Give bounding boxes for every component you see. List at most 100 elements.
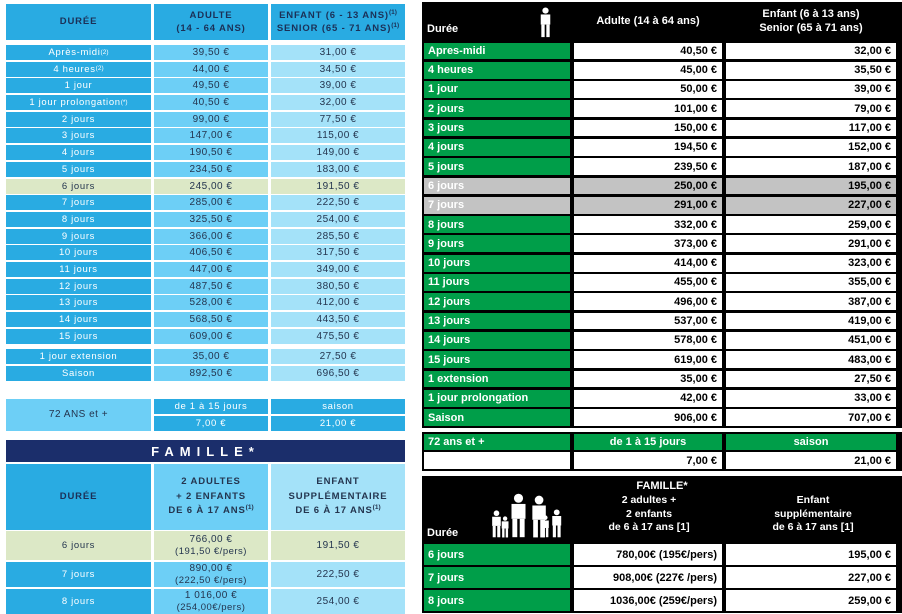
duration-cell: 11 jours: [6, 261, 151, 277]
child-price-cell-text: 77,50 €: [319, 113, 357, 125]
duration-cell: 6 jours: [6, 178, 151, 194]
duration-cell: 5 jours: [424, 158, 570, 176]
child-price-cell: 412,00 €: [271, 295, 405, 311]
famille-title: FAMILLE*: [151, 443, 260, 459]
right-senior-72-block: 72 ans et + de 1 à 15 jours saison 7,00 …: [422, 432, 902, 471]
table-row: 12 jours 496,00 € 387,00 €: [424, 293, 900, 311]
table-row: 2 jours 101,00 € 79,00 €: [424, 100, 900, 118]
adult-price-cell-text: 619,00 €: [674, 353, 717, 366]
child-price-cell-text: 475,50 €: [316, 330, 360, 342]
adult-price-cell: 455,00 €: [574, 274, 722, 291]
duration-cell-text: 11 jours: [428, 276, 470, 289]
senior-season-price-cell: 21,00 €: [271, 415, 405, 431]
child-price-cell-text: 32,00 €: [854, 44, 891, 57]
famille-price-cell-text: 1036,00€ (259€/pers): [609, 594, 717, 607]
child-price-cell-text: 285,50 €: [316, 230, 360, 242]
duration-cell-text: 7 jours: [428, 571, 465, 584]
famille-price-cell-text: 890,00 €: [189, 562, 233, 574]
duration-cell: 8 jours: [6, 211, 151, 227]
header-line: ADULTE: [189, 9, 233, 21]
adult-price-cell-text: 35,00 €: [680, 372, 717, 385]
duration-cell: 6 jours: [424, 544, 570, 565]
child-price-cell-text: 187,00 €: [848, 160, 891, 173]
header-text: DE 6 À 17 ANS: [168, 505, 246, 517]
child-price-cell-text: 483,00 €: [848, 353, 891, 366]
famille-price-cell: 1036,00€ (259€/pers): [574, 590, 722, 611]
child-price-cell-text: 222,50 €: [316, 197, 360, 209]
header-line: 2 adultes +: [621, 494, 677, 506]
duration-cell-text: Apres-midi: [428, 44, 486, 57]
senior-days-header: de 1 à 15 jours: [174, 401, 248, 412]
duration-cell-text: 12 jours: [428, 295, 471, 308]
duration-cell: 8 jours: [6, 589, 151, 614]
duration-cell-text: 14 jours: [428, 334, 471, 347]
child-price-cell-text: 152,00 €: [848, 141, 891, 154]
duration-cell-text: 15 jours: [428, 353, 471, 366]
adult-price-cell: 892,50 €: [154, 365, 268, 381]
duration-cell: 2 jours: [424, 100, 570, 118]
child-price-cell: 39,00 €: [271, 78, 405, 94]
duration-cell-text: 2 jours: [428, 102, 465, 115]
right-adult-header-cell: Adulte (14 à 64 ans): [574, 4, 722, 40]
child-price-cell-text: 27,50 €: [854, 372, 891, 385]
extra-child-price-cell: 254,00 €: [271, 589, 405, 614]
famille-price-cell-text: 766,00 €: [189, 533, 233, 545]
duration-cell-text: 8 jours: [61, 596, 96, 607]
child-price-cell-text: 451,00 €: [848, 334, 891, 347]
adult-price-cell: 619,00 €: [574, 351, 722, 369]
senior-days-price-cell: 7,00 €: [154, 415, 268, 431]
duration-cell: 4 jours: [424, 138, 570, 156]
adult-price-cell-text: 42,00 €: [680, 392, 717, 405]
child-price-cell-text: 32,00 €: [319, 97, 357, 109]
left-price-table: DURÉE ADULTE (14 - 64 ANS) ENFANT (6 - 1…: [6, 4, 405, 614]
duration-cell: 9 jours: [6, 228, 151, 244]
adult-price-cell: 528,00 €: [154, 295, 268, 311]
duration-cell-text: 14 jours: [58, 314, 99, 325]
header-text: SENIOR (65 - 71 ANS): [276, 23, 392, 34]
duration-cell: 13 jours: [424, 312, 570, 330]
duration-cell: 11 jours: [424, 274, 570, 291]
adult-price-cell-text: 45,00 €: [680, 64, 717, 77]
right-senior-empty-cell: [424, 452, 570, 469]
header-text: ENFANT (6 - 13 ANS): [279, 9, 389, 21]
child-price-cell-text: 191,50 €: [316, 180, 360, 192]
child-price-cell: 222,50 €: [271, 195, 405, 211]
table-row: 5 jours 234,50 € 183,00 €: [6, 161, 405, 177]
per-person-price: (254,00€/pers): [176, 601, 246, 613]
duration-cell-text: 5 jours: [428, 160, 465, 173]
child-price-cell-text: 183,00 €: [316, 163, 360, 175]
adult-price-cell: 150,00 €: [574, 119, 722, 137]
header-line: 2 enfants: [625, 507, 673, 520]
famille-row: 8 jours 1036,00€ (259€/pers) 259,00 €: [424, 590, 900, 611]
child-price-cell: 39,00 €: [726, 81, 896, 98]
duration-cell: 1 jour: [6, 78, 151, 94]
child-price-cell: 117,00 €: [726, 119, 896, 137]
right-famille-extra-child-header: Enfant supplémentaire de 6 à 17 ans [1]: [728, 494, 898, 535]
child-price-cell-text: 323,00 €: [848, 257, 891, 270]
duration-cell: 6 jours: [6, 531, 151, 560]
duration-cell: 10 jours: [6, 245, 151, 261]
duration-cell: 2 jours: [6, 111, 151, 127]
adult-price-cell-text: 150,00 €: [674, 122, 717, 135]
child-price-cell-text: 149,00 €: [316, 147, 360, 159]
adult-price-cell: 49,50 €: [154, 78, 268, 94]
adult-price-cell-text: 40,50 €: [192, 97, 230, 109]
header-line: ENFANT (6 - 13 ANS)(1): [279, 9, 397, 22]
child-price-cell-text: 254,00 €: [316, 213, 360, 225]
right-senior-value-row: 7,00 € 21,00 €: [424, 452, 900, 469]
table-row: 10 jours 414,00 € 323,00 €: [424, 254, 900, 272]
adult-price-cell: 147,00 €: [154, 128, 268, 144]
adult-price-cell-text: 285,00 €: [189, 197, 233, 209]
adult-price-cell-text: 455,00 €: [674, 276, 717, 289]
adult-price-cell-text: 101,00 €: [674, 102, 717, 115]
adult-price-cell-text: 40,50 €: [680, 44, 717, 57]
child-price-cell-text: 443,50 €: [316, 314, 360, 325]
right-table-body: Apres-midi 40,50 € 32,00 € 4 heures 45,00 € 3…: [424, 42, 900, 426]
right-senior-season-header: saison: [793, 436, 829, 448]
child-price-cell: 149,00 €: [271, 145, 405, 161]
famille-row: 6 jours 766,00 € (191,50 €/pers) 191,50 €: [6, 531, 405, 560]
right-famille-duration-header: Durée: [427, 527, 459, 539]
famille-row: 7 jours 908,00€ (227€ /pers) 227,00 €: [424, 567, 900, 588]
child-price-cell: 380,50 €: [271, 278, 405, 294]
adult-price-cell-text: 99,00 €: [192, 113, 230, 125]
